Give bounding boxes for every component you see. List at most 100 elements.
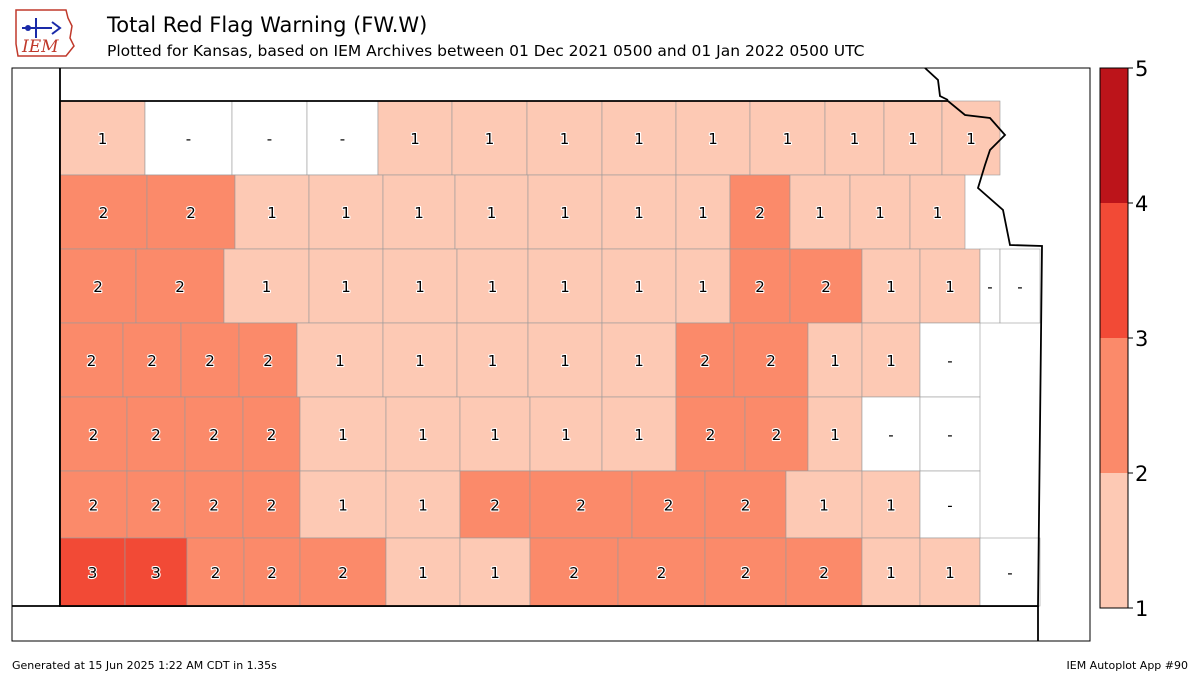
county-value: 2 [657,564,667,582]
county-value: 1 [708,130,718,148]
legend-tick: 3 [1135,327,1148,351]
county-cell [135,248,225,324]
county-value: 2 [755,278,765,296]
county-cell [824,100,885,176]
county-cell [59,100,146,176]
county-cell [184,396,244,472]
county-value: 2 [420,0,430,4]
county-value: 1 [783,130,793,148]
county-value: 1 [488,352,498,370]
county-value: 1 [410,130,420,148]
county-cell [459,396,531,472]
logo-text: IEM [21,37,59,57]
county-cell [385,537,461,607]
county-cell [306,100,379,176]
county-cell [529,396,603,472]
legend-tick: 1 [1135,597,1148,621]
county-value: - [1017,278,1022,296]
county-cell [704,470,787,539]
county-value: 1 [886,564,896,582]
county-cell [238,322,298,398]
county-cell [234,174,310,250]
county-value: 1 [487,204,497,222]
county-cell [861,470,921,539]
county-value: 1 [415,352,425,370]
county-value: 2 [186,204,196,222]
county-grid: 1 - - - 1 1 1 1 1 1 1 1 1 2 2 1 1 1 1 1 1 1 2 1 1 1 2 2 1 1 1 1 1 1 1 2 2 1 1 -… [59,0,1041,607]
county-value: 1 [698,278,708,296]
county-value: 1 [418,564,428,582]
county-cell [861,396,921,472]
county-cell [861,537,921,607]
county-value: 1 [560,278,570,296]
county-cell [601,396,677,472]
county-value: - [888,426,893,444]
county-value: 1 [634,352,644,370]
legend-tick: 5 [1135,57,1148,81]
county-cell [299,396,387,472]
county-value: 1 [560,204,570,222]
county-value: 2 [700,352,710,370]
county-value: 2 [741,497,751,515]
county-value: 2 [209,497,219,515]
county-value: 1 [966,130,976,148]
county-cell [59,174,148,250]
county-value: 2 [576,497,586,515]
county-cell [382,174,456,250]
county-value: 1 [875,204,885,222]
county-cell [308,174,384,250]
county-cell [729,174,791,250]
county-value: - [947,352,952,370]
county-value: - [340,130,345,148]
legend-swatch-1 [1100,473,1128,608]
county-value: 2 [577,0,587,4]
county-value: 1 [560,352,570,370]
county-value: 1 [815,204,825,222]
iem-logo: IEM [15,9,75,57]
county-value: 1 [415,278,425,296]
county-cell [999,248,1041,324]
county-value: 1 [338,426,348,444]
county-cell [184,470,244,539]
county-value: 2 [819,564,829,582]
county-cell [909,174,966,250]
county-cell [744,396,809,472]
county-value: 2 [267,564,277,582]
county-cell [456,322,529,398]
county-cell [807,322,863,398]
county-value: 1 [485,130,495,148]
county-value: 3 [277,0,287,4]
county-cell [451,100,528,176]
county-cell [861,248,921,324]
county-value: 2 [772,426,782,444]
county-value: 2 [211,564,221,582]
county-value: 1 [886,278,896,296]
county-cell [59,396,128,472]
county-cell [704,537,787,607]
legend-swatch-3 [1100,203,1128,338]
chart-subtitle: Plotted for Kansas, based on IEM Archive… [107,42,865,60]
county-cell [146,174,236,250]
county-value: 2 [89,426,99,444]
county-value: 1 [830,352,840,370]
county-value: 2 [263,352,273,370]
county-value: 1 [561,426,571,444]
county-value: 2 [819,0,829,4]
county-cell [308,248,384,324]
county-value: 1 [98,130,108,148]
county-value: 2 [87,352,97,370]
county-value: 2 [151,426,161,444]
county-cell [729,248,791,324]
county-value: 2 [490,497,500,515]
county-value: 1 [933,204,943,222]
county-value: 1 [490,564,500,582]
county-value: 4 [151,0,161,4]
county-cell [789,248,863,324]
county-value: 1 [634,130,644,148]
county-cell [919,537,981,607]
county-value: 1 [945,0,955,4]
legend-tick: 2 [1135,462,1148,486]
county-value: 2 [151,497,161,515]
county-cell [861,322,921,398]
county-cell [459,470,531,539]
